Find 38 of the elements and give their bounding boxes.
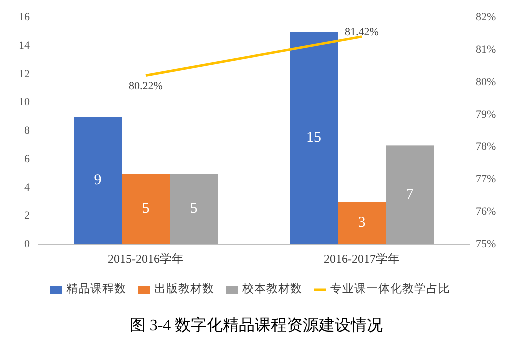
y2-tick-label: 75% (476, 238, 496, 251)
bar (122, 174, 170, 245)
legend-label: 精品课程数 (66, 282, 126, 296)
data-label: 3 (358, 215, 366, 232)
title: 图 3-4 数字化精品课程资源建设情况 (130, 318, 384, 335)
y2-tick-label: 77% (476, 174, 496, 186)
data-label: 81.42% (345, 26, 379, 38)
x-tick-label: 2016-2017学年 (324, 252, 400, 266)
y-tick-label: 8 (24, 125, 30, 138)
y-tick-label: 12 (19, 68, 30, 80)
y2-tick-label: 80% (476, 76, 496, 88)
y-tick-label: 16 (19, 12, 30, 24)
y-tick-label: 0 (24, 238, 30, 251)
data-label: 15 (306, 130, 322, 146)
y2-tick-label: 79% (476, 108, 496, 121)
legend-label: 专业课一体化教学占比 (330, 282, 450, 296)
x-tick-label: 2015-2016学年 (108, 252, 184, 266)
bar (170, 174, 218, 245)
data-label: 5 (190, 200, 198, 217)
data-label: 9 (94, 172, 102, 189)
y-tick-label: 4 (24, 182, 30, 194)
bar (386, 146, 434, 245)
legend-label: 校本教材数 (242, 282, 302, 296)
data-label: 5 (142, 200, 150, 217)
y2-tick-label: 78% (476, 141, 496, 154)
data-label: 80.22% (129, 80, 163, 92)
y-tick-label: 2 (24, 210, 30, 222)
data-label: 7 (406, 186, 414, 203)
y2-tick-label: 82% (476, 12, 496, 24)
y2-tick-label: 81% (476, 44, 496, 56)
bar (290, 32, 338, 245)
y2-tick-label: 76% (476, 206, 496, 218)
legend-label: 出版教材数 (154, 282, 214, 296)
bar (338, 202, 386, 245)
bar (74, 117, 122, 245)
y-tick-label: 14 (19, 40, 30, 52)
y-tick-label: 10 (19, 96, 30, 109)
y-tick-label: 6 (24, 153, 30, 166)
